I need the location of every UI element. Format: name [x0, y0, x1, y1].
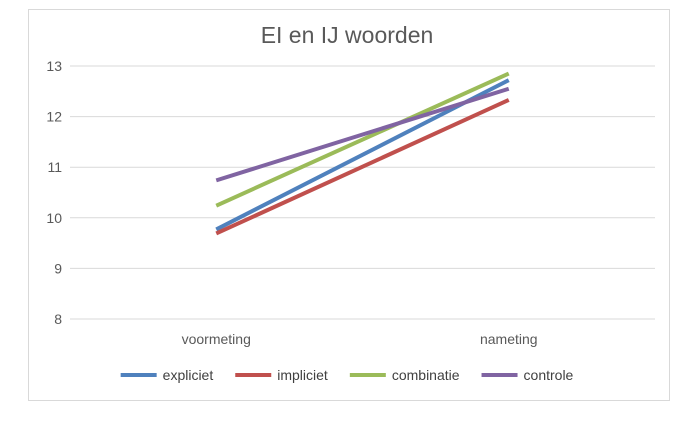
chart-title: EI en IJ woorden [261, 22, 434, 48]
x-tick-label: nameting [480, 331, 538, 347]
series-line-impliciet [215, 98, 510, 236]
y-tick-label: 11 [47, 159, 62, 175]
series-line-controle [215, 86, 510, 183]
series-line-combinatie [215, 71, 510, 208]
legend-label: impliciet [277, 367, 328, 383]
y-axis-ticks: 8 9 10 11 12 13 [46, 58, 62, 327]
legend-label: controle [524, 367, 574, 383]
gridlines [70, 65, 655, 320]
legend-item-impliciet: impliciet [235, 367, 328, 383]
y-tick-label: 10 [46, 210, 62, 226]
x-tick-label: voormeting [182, 331, 251, 347]
legend-label: expliciet [163, 367, 214, 383]
legend-item-expliciet: expliciet [120, 367, 214, 383]
y-tick-label: 12 [46, 109, 62, 125]
legend: expliciet impliciet combinatie controle [120, 367, 574, 383]
series-lines [215, 71, 510, 236]
y-tick-label: 9 [54, 260, 62, 276]
y-tick-label: 8 [54, 311, 62, 327]
legend-item-controle: controle [481, 367, 574, 383]
y-tick-label: 13 [46, 58, 62, 74]
chart-frame [28, 9, 670, 401]
x-axis-ticks: voormeting nameting [182, 331, 538, 347]
legend-item-combinatie: combinatie [349, 367, 460, 383]
legend-label: combinatie [392, 367, 460, 383]
